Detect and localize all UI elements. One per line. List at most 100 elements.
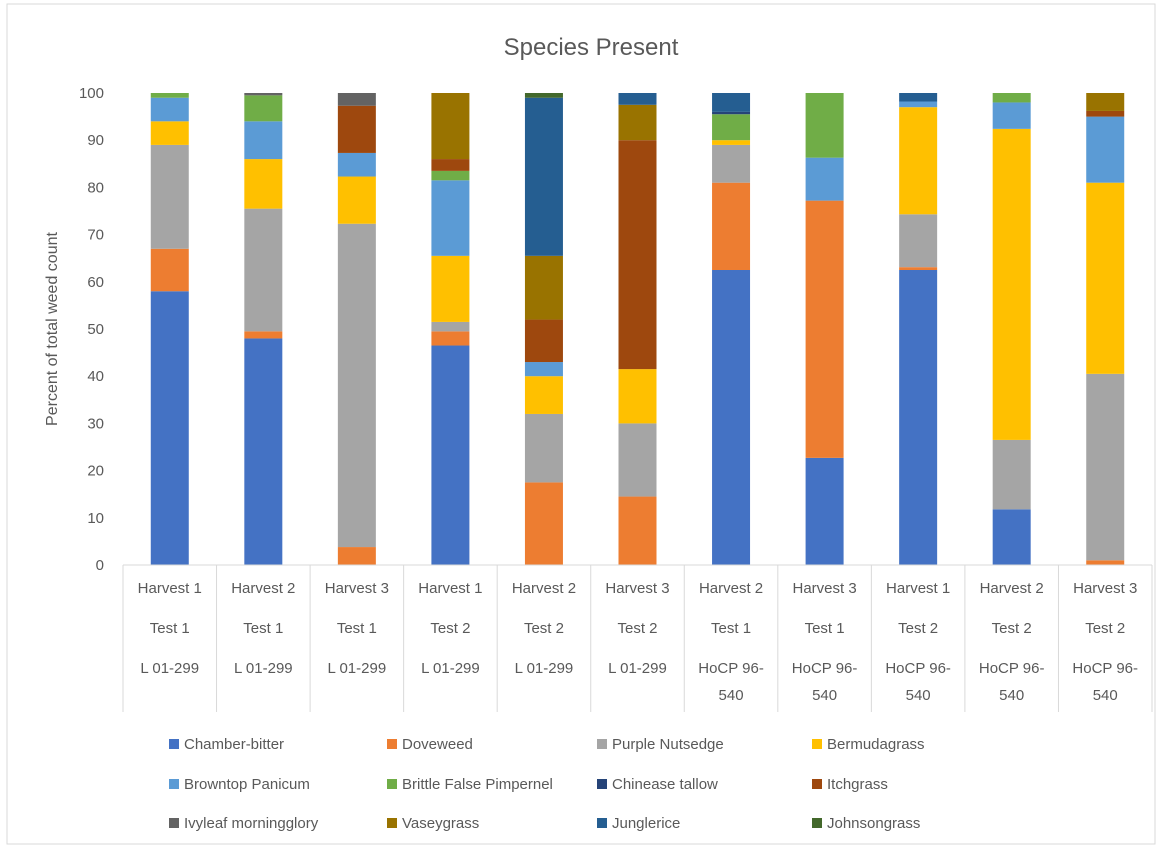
legend-label: Johnsongrass: [827, 815, 920, 832]
bar-segment-chinease-tallow: [712, 111, 751, 115]
legend-item: Junglerice: [597, 815, 680, 832]
bar-segment-purple-nutsedge: [524, 413, 563, 483]
bar-segment-chamber-bitter: [899, 270, 938, 565]
bar-segment-brittle-false-pimpernel: [712, 114, 751, 141]
x-tick-label-variety: L 01-299: [328, 660, 387, 677]
chart-title: Species Present: [504, 34, 679, 61]
legend-label: Chamber-bitter: [184, 736, 284, 753]
x-tick-label-test: Test 1: [243, 620, 283, 637]
legend-label: Ivyleaf morningglory: [184, 815, 319, 832]
x-tick-label-variety: HoCP 96-540: [698, 660, 764, 704]
x-tick-label-harvest: Harvest 1: [886, 580, 950, 597]
bar-segment-doveweed: [524, 482, 563, 565]
bar-segment-doveweed: [244, 331, 283, 339]
bar-segment-purple-nutsedge: [712, 144, 751, 183]
bar-segment-purple-nutsedge: [431, 321, 470, 332]
x-tick-label-variety: L 01-299: [515, 660, 574, 677]
bar-segment-johnsongrass: [524, 93, 563, 98]
chart-border: [6, 3, 1156, 845]
bar-segment-bermudagrass: [618, 369, 657, 424]
bar-segment-browntop-panicum: [244, 121, 283, 160]
bar-segment-bermudagrass: [992, 128, 1031, 440]
y-tick-label: 70: [87, 227, 104, 244]
legend-label: Chinease tallow: [612, 776, 718, 793]
bar-segment-doveweed: [712, 182, 751, 270]
x-tick-label-harvest: Harvest 2: [699, 580, 763, 597]
bar-segment-junglerice: [712, 93, 751, 112]
bar-segment-vaseygrass: [618, 104, 657, 141]
x-tick-label-variety: L 01-299: [140, 660, 199, 677]
x-tick-label-test: Test 2: [1085, 620, 1125, 637]
y-tick-label: 40: [87, 368, 104, 385]
bar-segment-bermudagrass: [524, 376, 563, 414]
legend-label: Browntop Panicum: [184, 776, 310, 793]
bar-segment-purple-nutsedge: [992, 439, 1031, 510]
bar-segment-doveweed: [431, 331, 470, 346]
bar-segment-chamber-bitter: [150, 291, 189, 565]
bar-segment-chamber-bitter: [431, 345, 470, 565]
x-tick-label-test: Test 2: [524, 620, 564, 637]
bar-segment-browntop-panicum: [992, 102, 1031, 129]
bar-segment-vaseygrass: [1086, 93, 1125, 111]
bar-segment-doveweed: [899, 267, 938, 270]
legend-swatch: [812, 818, 822, 828]
legend-swatch: [597, 739, 607, 749]
bar-segment-brittle-false-pimpernel: [992, 93, 1031, 103]
legend-item: Browntop Panicum: [169, 776, 310, 793]
y-tick-label: 20: [87, 463, 104, 480]
bar-segment-purple-nutsedge: [618, 423, 657, 497]
y-tick-label: 60: [87, 274, 104, 291]
bar-segment-bermudagrass: [1086, 182, 1125, 374]
legend-swatch: [169, 779, 179, 789]
bar-segment-doveweed: [337, 547, 376, 565]
y-tick-label: 80: [87, 179, 104, 196]
bar-segment-purple-nutsedge: [1086, 373, 1125, 561]
y-axis-label: Percent of total weed count: [44, 232, 61, 426]
bar-segment-ivyleaf-morningglory: [337, 93, 376, 106]
legend-swatch: [597, 779, 607, 789]
x-tick-label-harvest: Harvest 3: [325, 580, 389, 597]
legend-swatch: [169, 818, 179, 828]
legend-swatch: [597, 818, 607, 828]
legend-swatch: [387, 739, 397, 749]
bar-segment-vaseygrass: [524, 255, 563, 320]
bar-segment-itchgrass: [524, 319, 563, 363]
legend-label: Itchgrass: [827, 776, 888, 793]
legend-label: Purple Nutsedge: [612, 736, 724, 753]
x-tick-label-variety: L 01-299: [608, 660, 667, 677]
y-tick-label: 50: [87, 321, 104, 338]
x-tick-label-test: Test 2: [617, 620, 657, 637]
y-tick-label: 30: [87, 415, 104, 432]
legend-item: Bermudagrass: [812, 736, 925, 753]
bar-segment-brittle-false-pimpernel: [244, 95, 283, 122]
x-axis-group: Harvest 1 Test 1 L 01-299 Harvest 2 Test 1 L …: [122, 564, 1153, 712]
x-tick-label-variety: L 01-299: [234, 660, 293, 677]
bar-segment-chamber-bitter: [805, 457, 844, 565]
bar-segment-doveweed: [805, 200, 844, 458]
y-tick-label: 0: [96, 557, 104, 574]
x-tick-label-test: Test 1: [150, 620, 190, 637]
bar-segment-brittle-false-pimpernel: [150, 93, 189, 98]
bar-segment-purple-nutsedge: [150, 144, 189, 249]
legend-item: Vaseygrass: [387, 815, 479, 832]
x-tick-label-variety: HoCP 96-540: [792, 660, 858, 704]
bar-segment-itchgrass: [431, 159, 470, 171]
x-tick-label-test: Test 1: [337, 620, 377, 637]
x-tick-label-variety: HoCP 96-540: [885, 660, 951, 704]
legend-label: Brittle False Pimpernel: [402, 776, 553, 793]
bars-group: [150, 93, 1125, 565]
bar-segment-itchgrass: [1086, 110, 1125, 117]
x-tick-label-harvest: Harvest 1: [138, 580, 202, 597]
bar-segment-junglerice: [618, 93, 657, 105]
legend-label: Vaseygrass: [402, 815, 479, 832]
x-tick-label-test: Test 2: [430, 620, 470, 637]
x-tick-label-test: Test 1: [805, 620, 845, 637]
legend-swatch: [812, 779, 822, 789]
legend-item: Chamber-bitter: [169, 736, 284, 753]
bar-segment-bermudagrass: [431, 255, 470, 322]
bar-segment-browntop-panicum: [431, 180, 470, 256]
legend: Chamber-bitter Doveweed Purple Nutsedge Ber…: [169, 736, 925, 832]
bar-segment-bermudagrass: [899, 107, 938, 215]
bar-segment-browntop-panicum: [524, 362, 563, 377]
